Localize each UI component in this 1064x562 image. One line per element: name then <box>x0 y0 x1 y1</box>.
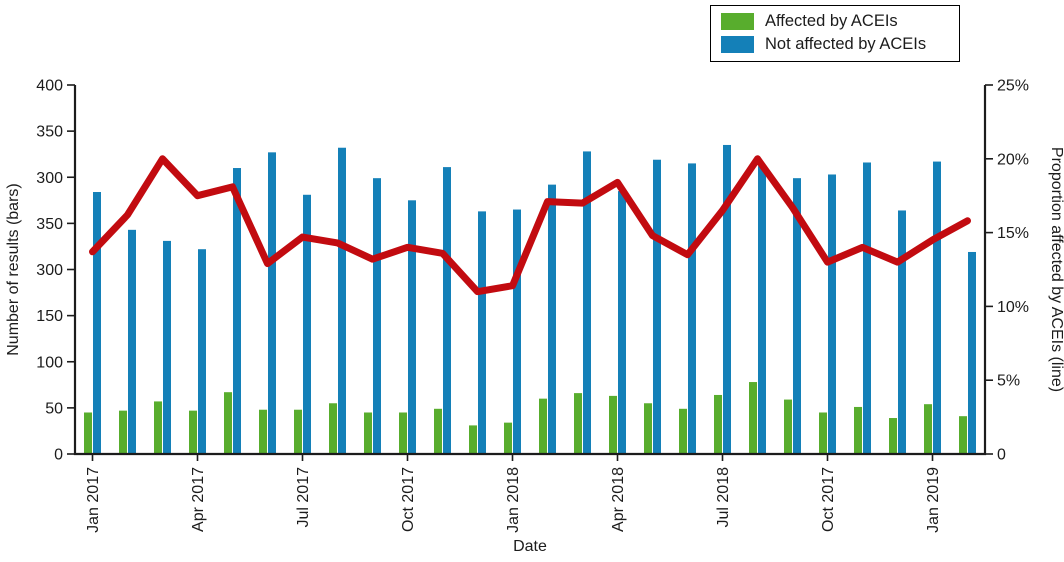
bar-affected <box>154 401 162 454</box>
bar-affected <box>609 395 617 454</box>
bar-not-affected <box>443 167 451 455</box>
y-left-tick-label: 50 <box>45 400 63 417</box>
bar-affected <box>959 416 967 454</box>
bar-affected <box>399 412 407 454</box>
bar-affected <box>679 408 687 454</box>
y-right-tick-label: 15% <box>997 225 1029 242</box>
bar-not-affected <box>408 200 416 454</box>
bar-not-affected <box>863 162 871 455</box>
legend-row-affected: Affected by ACEIs <box>721 12 949 31</box>
bar-not-affected <box>268 152 276 454</box>
bar-not-affected <box>548 184 556 454</box>
y-left-tick-label: 0 <box>54 447 63 464</box>
x-tick-label: Oct 2017 <box>400 467 417 532</box>
bar-not-affected <box>373 178 381 455</box>
bar-affected <box>854 406 862 454</box>
x-tick-label: Apr 2018 <box>610 467 627 532</box>
bar-affected <box>469 425 477 454</box>
x-tick-label: Jul 2018 <box>715 467 732 528</box>
bar-affected <box>434 408 442 454</box>
bar-affected <box>924 404 932 454</box>
bar-not-affected <box>828 174 836 455</box>
axis-spines <box>73 85 987 456</box>
bar-not-affected <box>723 144 731 454</box>
bar-affected <box>574 393 582 454</box>
bar-not-affected <box>338 147 346 455</box>
bar-not-affected <box>583 151 591 455</box>
bar-not-affected <box>898 210 906 454</box>
bars-not-affected-group <box>93 144 976 455</box>
bar-not-affected <box>793 178 801 455</box>
bar-affected <box>364 412 372 454</box>
x-tick-label: Jan 2019 <box>925 467 942 533</box>
y-right-tick-label: 10% <box>997 299 1029 316</box>
x-tick-label: Jan 2018 <box>505 467 522 533</box>
bar-not-affected <box>303 194 311 454</box>
y-left-tick-label: 300 <box>36 262 63 279</box>
y-right-tick-label: 25% <box>997 78 1029 95</box>
bar-affected <box>644 403 652 454</box>
y-right-tick-label: 5% <box>997 373 1020 390</box>
bar-not-affected <box>968 251 976 454</box>
bar-affected <box>294 409 302 454</box>
bar-not-affected <box>198 249 206 454</box>
bar-not-affected <box>478 211 486 454</box>
bar-not-affected <box>933 161 941 454</box>
y-axis-title-left: Number of results (bars) <box>5 183 22 356</box>
proportion-line-group <box>89 155 971 296</box>
bar-not-affected <box>163 240 171 454</box>
y-left-tick-label: 400 <box>36 78 63 95</box>
bar-not-affected <box>513 209 521 454</box>
legend-label-affected: Affected by ACEIs <box>765 12 898 30</box>
axis-ticks-group: 400 350 300 350 300 150 100 50 0 25% 20% 15% 10% 5% 0 J… <box>36 78 1029 533</box>
bar-affected <box>504 422 512 454</box>
bar-affected <box>259 409 267 454</box>
legend: Affected by ACEIs Not affected by ACEIs <box>710 5 960 62</box>
bar-affected <box>329 403 337 454</box>
bar-not-affected <box>688 163 696 454</box>
proportion-line <box>89 155 971 296</box>
x-tick-label: Jan 2017 <box>85 467 102 533</box>
bar-affected <box>539 398 547 454</box>
legend-row-not-affected: Not affected by ACEIs <box>721 35 949 54</box>
y-right-tick-label: 0 <box>997 447 1006 464</box>
x-tick-label: Oct 2017 <box>820 467 837 532</box>
x-tick-label: Jul 2017 <box>295 467 312 528</box>
x-tick-label: Apr 2017 <box>190 467 207 532</box>
bar-affected <box>749 382 757 454</box>
bar-affected <box>119 410 127 454</box>
bars-affected-group <box>84 382 967 454</box>
x-axis-title: Date <box>513 538 547 555</box>
y-left-tick-label: 150 <box>36 308 63 325</box>
legend-swatch-not-affected-icon <box>721 36 754 53</box>
legend-label-not-affected: Not affected by ACEIs <box>765 35 927 53</box>
bar-affected <box>819 412 827 454</box>
y-left-tick-label: 100 <box>36 354 63 371</box>
y-axis-title-right: Proportion affected by ACEIs (line) <box>1048 147 1064 392</box>
bar-affected <box>224 392 232 454</box>
bar-affected <box>714 394 722 454</box>
bar-affected <box>784 399 792 454</box>
bar-affected <box>889 418 897 454</box>
bar-not-affected <box>93 192 101 454</box>
bar-not-affected <box>618 191 626 454</box>
y-right-tick-label: 20% <box>997 151 1029 168</box>
y-left-tick-label: 300 <box>36 170 63 187</box>
bar-not-affected <box>233 168 241 454</box>
bar-not-affected <box>758 166 766 454</box>
bar-not-affected <box>653 159 661 454</box>
legend-swatch-affected-icon <box>721 13 754 30</box>
bar-affected <box>189 410 197 454</box>
bar-affected <box>84 412 92 454</box>
y-left-tick-label: 350 <box>36 124 63 141</box>
bar-not-affected <box>128 229 136 454</box>
y-left-tick-label: 350 <box>36 216 63 233</box>
